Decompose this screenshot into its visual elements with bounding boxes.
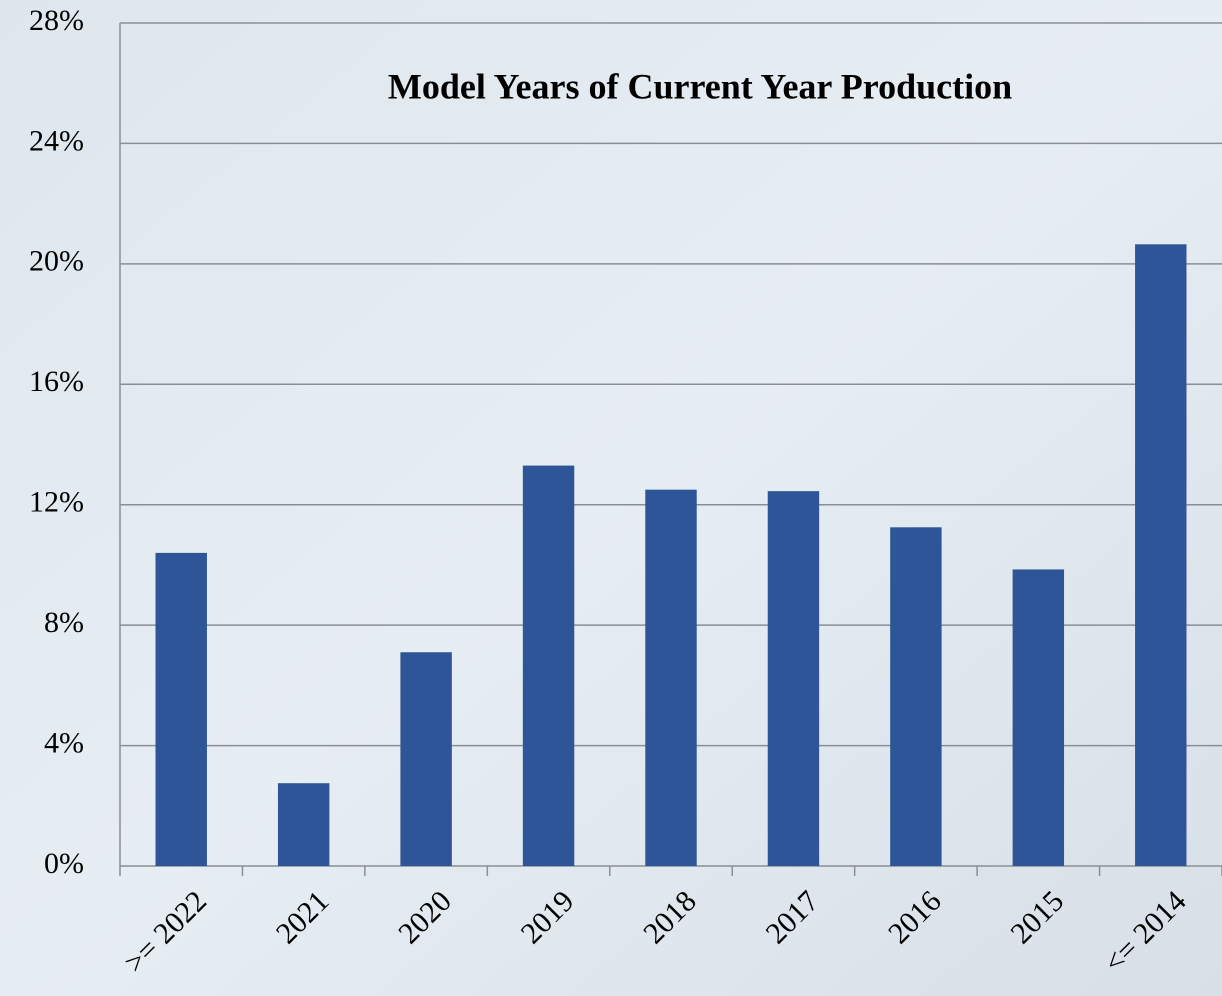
bar [1135,244,1186,866]
bar [890,527,941,866]
y-tick-label: 12% [29,486,84,519]
y-tick-label: 16% [29,365,84,398]
bar [1013,569,1064,866]
bar [400,652,451,866]
y-tick-label: 24% [29,124,84,157]
y-tick-label: 4% [44,726,84,759]
y-tick-label: 20% [29,245,84,278]
chart-title: Model Years of Current Year Production [388,66,1012,106]
chart: Model Years of Current Year Production 0… [0,0,1222,996]
y-tick-label: 8% [44,606,84,639]
bar [768,491,819,866]
bar [523,466,574,866]
y-tick-label: 0% [44,847,84,880]
bar [645,490,696,866]
y-tick-label: 28% [29,4,84,37]
bar [156,553,207,866]
bar [278,783,329,866]
